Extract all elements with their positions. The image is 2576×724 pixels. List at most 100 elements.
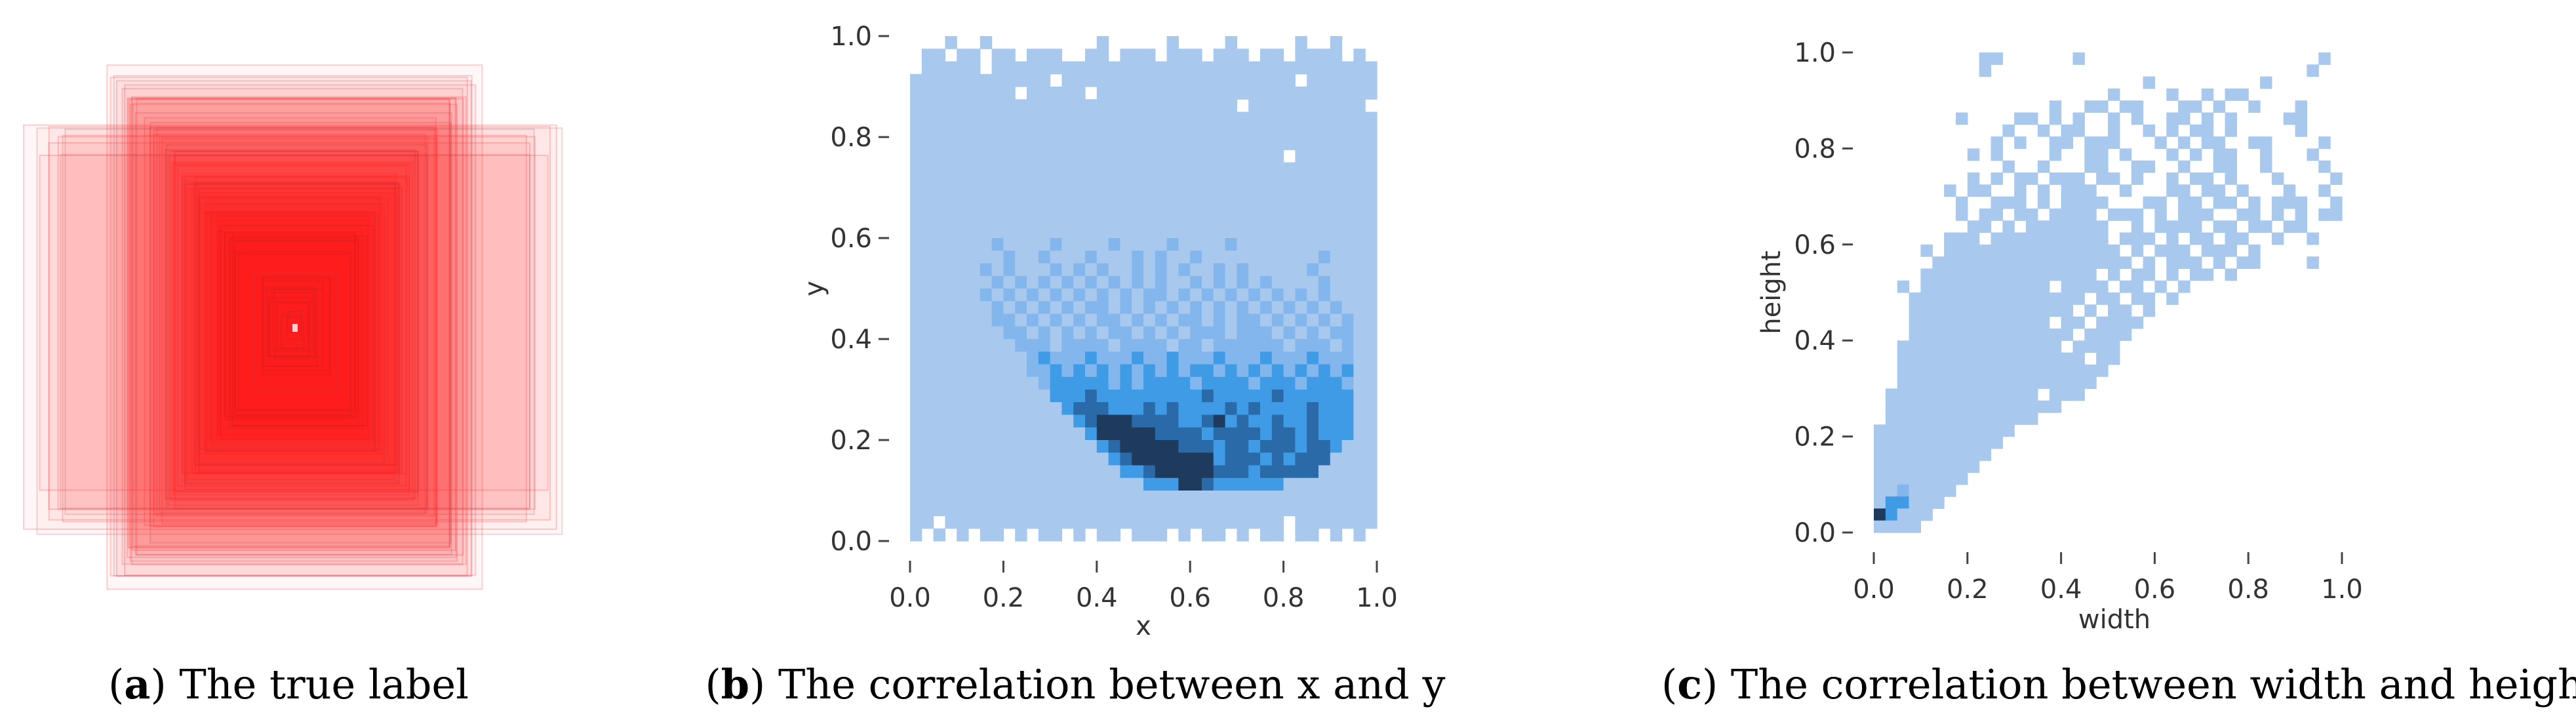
heatmap-cell bbox=[2295, 124, 2308, 137]
heatmap-cell bbox=[957, 124, 969, 138]
heatmap-cell bbox=[945, 465, 957, 479]
heatmap-cell bbox=[2002, 256, 2015, 269]
heatmap-cell bbox=[1003, 376, 1016, 390]
heatmap-cell bbox=[2283, 196, 2296, 209]
heatmap-cell bbox=[1295, 188, 1307, 201]
heatmap-cell bbox=[1932, 352, 1945, 365]
heatmap-cell bbox=[1085, 251, 1098, 264]
heatmap-cell bbox=[1027, 313, 1039, 327]
heatmap-cell bbox=[1050, 87, 1062, 100]
heatmap-cell bbox=[2248, 196, 2261, 209]
label-box bbox=[216, 233, 361, 435]
heatmap-cell bbox=[1979, 364, 1992, 377]
heatmap-cell bbox=[1237, 465, 1249, 479]
heatmap-cell bbox=[921, 200, 934, 214]
label-box bbox=[204, 212, 376, 452]
heatmap-cell bbox=[1955, 292, 1968, 305]
heatmap-cell bbox=[2307, 256, 2319, 269]
heatmap-cell bbox=[1178, 150, 1191, 163]
heatmap-cell bbox=[910, 390, 922, 403]
heatmap-cell bbox=[2061, 124, 2074, 137]
heatmap-cell bbox=[2061, 316, 2074, 329]
heatmap-cell bbox=[1132, 263, 1144, 277]
label-box bbox=[278, 307, 301, 340]
y-tick-label: 1.0 bbox=[830, 22, 872, 52]
heatmap-cell bbox=[1166, 491, 1179, 504]
heatmap-cell bbox=[2213, 160, 2226, 173]
heatmap-cell bbox=[1166, 452, 1179, 466]
heatmap-cell bbox=[1108, 326, 1120, 340]
heatmap-cell bbox=[1271, 503, 1284, 517]
heatmap-cell bbox=[1271, 174, 1284, 188]
heatmap-cell bbox=[1295, 390, 1307, 403]
y-tick-label: 0.6 bbox=[830, 224, 872, 254]
heatmap-cell bbox=[1341, 440, 1354, 453]
heatmap-cell bbox=[1120, 275, 1132, 289]
label-box bbox=[36, 127, 563, 535]
label-box bbox=[274, 303, 306, 348]
heatmap-cell bbox=[2072, 376, 2085, 389]
heatmap-cell bbox=[2213, 136, 2226, 149]
heatmap-cell bbox=[1166, 289, 1179, 302]
heatmap-cell bbox=[1874, 496, 1886, 509]
heatmap-cell bbox=[1073, 87, 1086, 100]
heatmap-cell bbox=[2189, 256, 2202, 269]
heatmap-cell bbox=[1073, 61, 1086, 75]
heatmap-cell bbox=[2026, 328, 2038, 341]
heatmap-cell bbox=[1237, 61, 1249, 75]
heatmap-cell bbox=[2108, 124, 2120, 137]
heatmap-cell bbox=[1213, 188, 1226, 201]
heatmap-cell bbox=[933, 162, 945, 176]
heatmap-cell bbox=[1885, 424, 1898, 437]
heatmap-cell bbox=[2026, 172, 2038, 185]
heatmap-cell bbox=[1085, 491, 1098, 504]
heatmap-cell bbox=[1120, 503, 1132, 517]
heatmap-cell bbox=[2119, 304, 2132, 317]
heatmap-cell bbox=[1991, 52, 2003, 65]
heatmap-cell bbox=[2049, 112, 2062, 125]
label-box bbox=[218, 219, 368, 430]
heatmap-cell bbox=[1096, 528, 1109, 542]
heatmap-cell bbox=[1944, 292, 1956, 305]
caption-letter: c bbox=[1677, 660, 1702, 708]
heatmap-cell bbox=[1027, 503, 1039, 517]
heatmap-cell bbox=[1318, 275, 1331, 289]
heatmap-cell bbox=[968, 390, 981, 403]
heatmap-cell bbox=[1166, 212, 1179, 226]
heatmap-cell bbox=[1085, 61, 1098, 75]
heatmap-cell bbox=[2037, 280, 2050, 293]
heatmap-cell bbox=[2178, 136, 2190, 149]
heatmap-cell bbox=[1283, 440, 1296, 453]
heatmap-cell bbox=[1353, 200, 1366, 214]
heatmap-cell bbox=[968, 465, 981, 479]
heatmap-cell bbox=[1061, 427, 1074, 441]
heatmap-cell bbox=[1979, 412, 1992, 425]
heatmap-cell bbox=[1143, 99, 1156, 113]
heatmap-cell bbox=[2318, 160, 2331, 173]
heatmap-cell bbox=[1885, 508, 1898, 521]
heatmap-cell bbox=[2002, 376, 2015, 389]
label-box bbox=[216, 214, 376, 437]
label-box bbox=[285, 323, 300, 346]
heatmap-cell bbox=[2072, 172, 2085, 185]
heatmap-cell bbox=[921, 503, 934, 517]
heatmap-cell bbox=[1353, 111, 1366, 125]
heatmap-cell bbox=[957, 515, 969, 529]
heatmap-cell bbox=[1190, 376, 1202, 390]
heatmap-cell bbox=[1202, 339, 1214, 352]
heatmap-cell bbox=[1166, 73, 1179, 87]
heatmap-cell bbox=[1061, 503, 1074, 517]
heatmap-cells bbox=[910, 36, 1377, 542]
heatmap-cell bbox=[2014, 244, 2027, 257]
heatmap-cell bbox=[1967, 340, 1980, 353]
heatmap-cell bbox=[1213, 289, 1226, 302]
heatmap-cell bbox=[1955, 400, 1968, 413]
heatmap-cell bbox=[945, 390, 957, 403]
heatmap-cell bbox=[1027, 427, 1039, 441]
heatmap-cell bbox=[1166, 150, 1179, 163]
heatmap-cell bbox=[1073, 326, 1086, 340]
heatmap-cell bbox=[1213, 440, 1226, 453]
x-tick-label: 0.2 bbox=[1947, 574, 1989, 605]
label-box bbox=[115, 80, 472, 577]
heatmap-cell bbox=[1050, 263, 1062, 277]
